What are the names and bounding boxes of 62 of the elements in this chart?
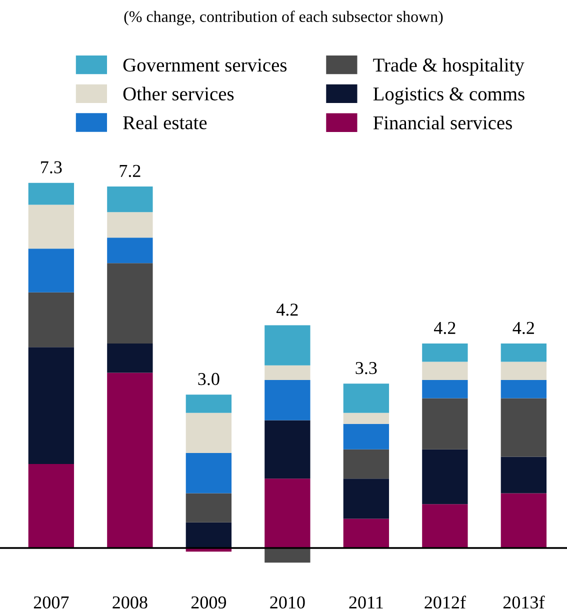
legend-label: Other services <box>123 86 234 100</box>
bar <box>500 362 547 380</box>
bar <box>186 453 232 494</box>
bar <box>107 263 153 344</box>
bar <box>422 398 468 450</box>
bar <box>186 412 232 454</box>
bar <box>343 449 390 479</box>
bar <box>28 292 74 348</box>
x-tick-label: 2012f <box>424 596 466 609</box>
bar <box>186 394 232 413</box>
bar <box>264 325 310 366</box>
annotation: 7.2 <box>120 164 140 178</box>
bar <box>28 182 74 205</box>
bar <box>422 362 468 380</box>
legend-label: Real estate <box>123 116 207 130</box>
x-tick-label: 2011 <box>349 596 383 609</box>
bar <box>28 248 74 292</box>
annotation: 3.0 <box>198 372 220 386</box>
bar <box>264 365 310 380</box>
legend-label: Trade & hospitality <box>373 58 524 76</box>
bar <box>186 522 232 548</box>
annotation: 7.3 <box>41 161 62 174</box>
bar <box>500 398 547 457</box>
bar <box>343 518 390 548</box>
x-tick-label: 2007 <box>34 596 69 609</box>
bar <box>500 456 547 494</box>
bar <box>343 478 390 519</box>
legend-label: Government services <box>123 58 287 72</box>
bar <box>186 493 232 522</box>
bar <box>500 380 547 398</box>
bar <box>28 464 74 548</box>
bar <box>343 412 390 424</box>
bar <box>343 424 390 450</box>
x-tick-label: 2010 <box>270 596 305 609</box>
x-tick-label: 2009 <box>191 596 226 609</box>
annotation: 4.2 <box>276 304 298 316</box>
bar <box>107 344 153 373</box>
bar <box>500 344 547 362</box>
bar <box>500 493 547 548</box>
annotation: 4.2 <box>434 322 456 334</box>
legend-label: Logistics & comms <box>373 87 524 105</box>
bar <box>107 212 153 238</box>
bar <box>264 420 310 479</box>
legend-label: Financial services <box>373 116 512 130</box>
bar <box>264 478 310 548</box>
bar <box>422 504 468 548</box>
bar <box>422 380 468 398</box>
chart-subtitle: (% change, contribution of each subsector shown) <box>124 10 443 26</box>
bar <box>264 380 310 420</box>
bar <box>264 548 310 563</box>
annotation: 3.3 <box>356 362 377 374</box>
bar <box>107 372 153 548</box>
bar <box>28 347 74 464</box>
bar <box>422 344 468 362</box>
bar <box>343 384 390 413</box>
x-tick-label: 2013f <box>503 596 545 609</box>
bar <box>422 449 468 504</box>
bar <box>107 186 153 212</box>
bar <box>107 238 153 264</box>
bar <box>28 204 74 249</box>
annotation: 4.2 <box>512 322 534 334</box>
x-tick-label: 2008 <box>112 596 148 609</box>
